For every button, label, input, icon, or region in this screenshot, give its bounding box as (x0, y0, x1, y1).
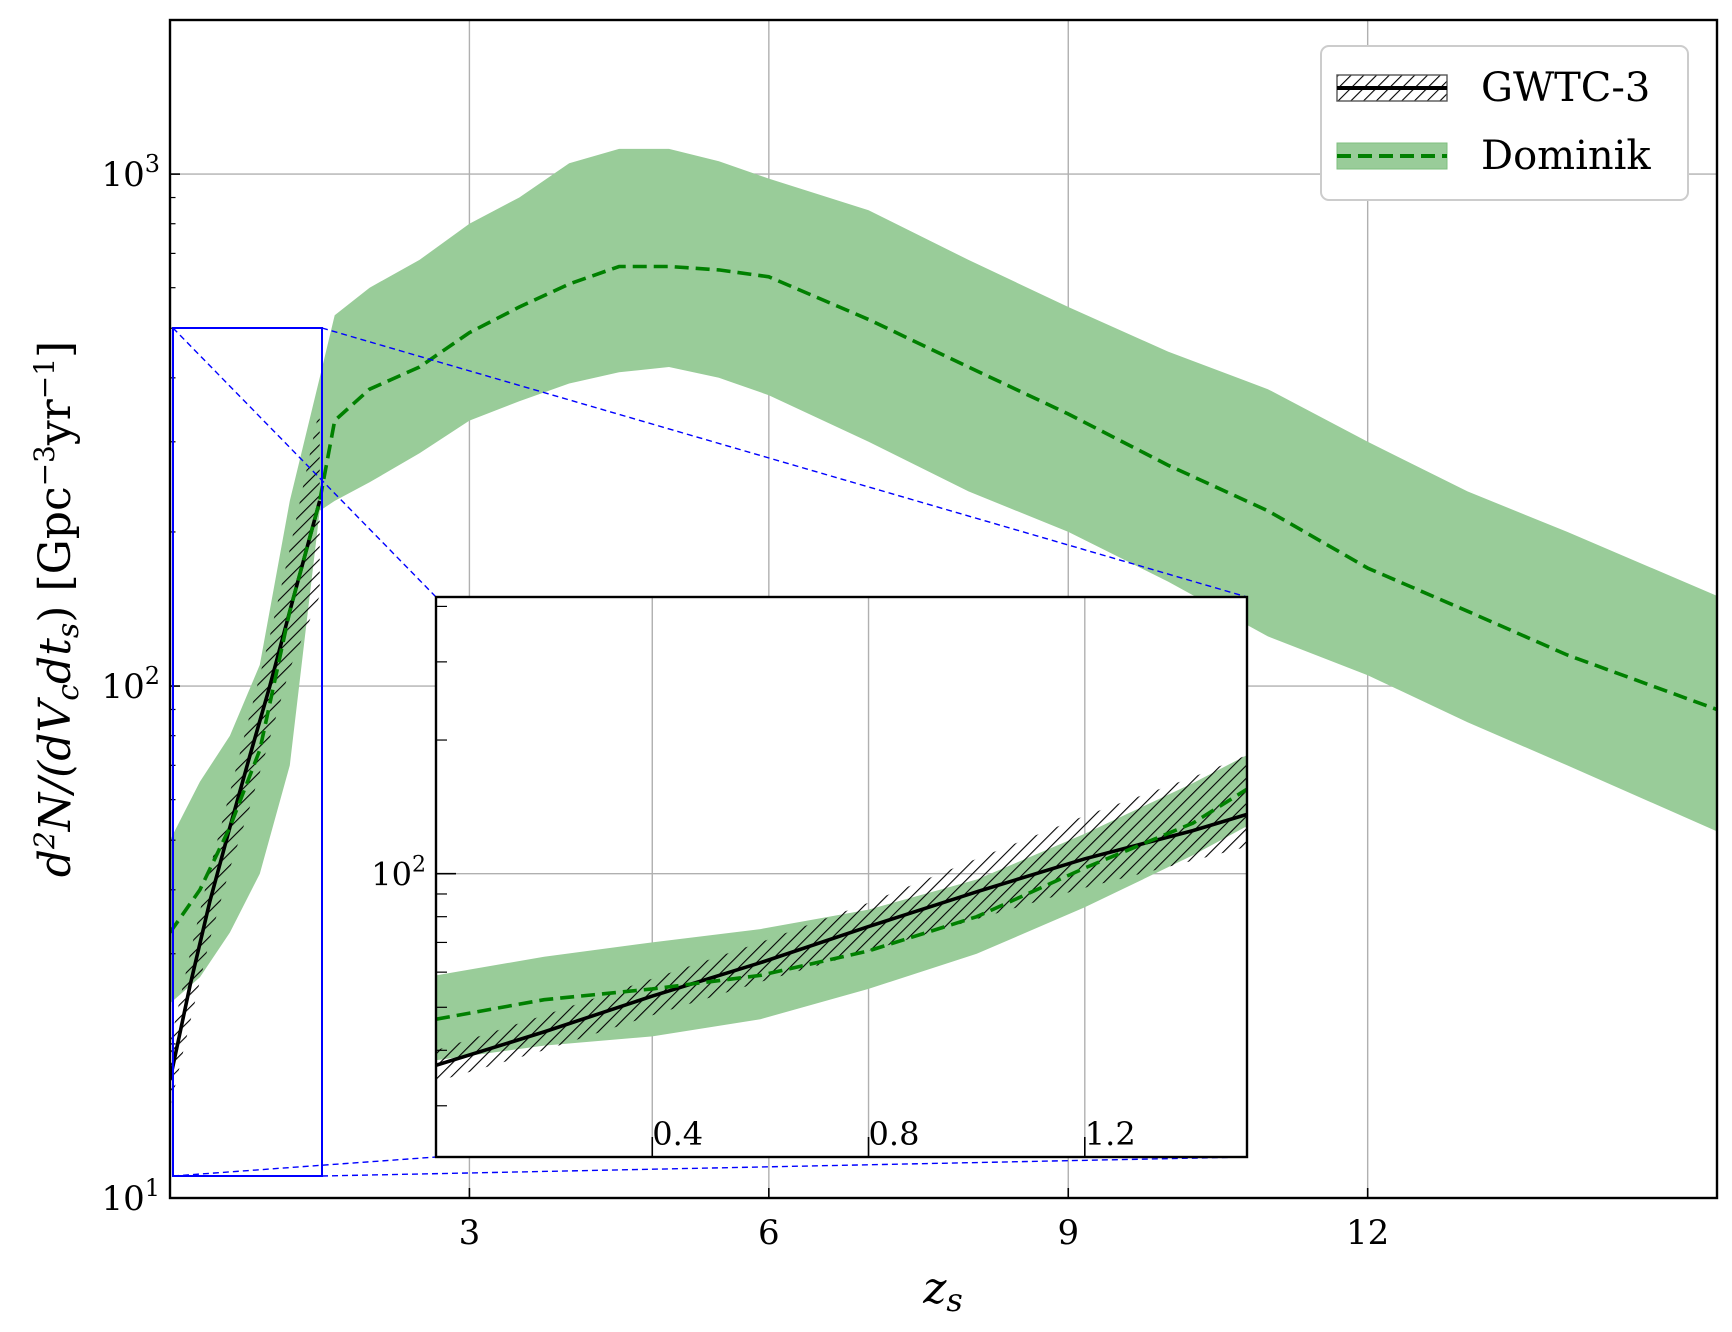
main-lines (170, 264, 1717, 1081)
x-tick-label: 9 (1057, 1213, 1079, 1253)
dominik-line (436, 787, 1247, 1021)
y-axis-label: d2N/(dVcdts) [Gpc−3yr−1] (28, 341, 86, 877)
zoom-connector-bottom (321, 1156, 1248, 1177)
x-tick-label: 6 (758, 1213, 780, 1253)
legend: GWTC-3 Dominik (1320, 45, 1689, 201)
y-tick-label: 102 (101, 662, 160, 707)
x-tick-label: 1.2 (1085, 1115, 1136, 1153)
y-tick-label: 103 (101, 150, 160, 195)
y-tick-label: 102 (371, 853, 426, 894)
inset-plot: 0.4 0.8 1.2 102 (371, 595, 1249, 1159)
inset-ticks: 0.4 0.8 1.2 102 (371, 605, 1136, 1157)
x-tick-label: 3 (459, 1213, 481, 1253)
legend-label-gwtc3: GWTC-3 (1481, 65, 1650, 111)
x-tick-label: 0.4 (652, 1115, 703, 1153)
gwtc3-line (170, 500, 322, 1081)
main-bands (170, 148, 1717, 1108)
main-plot-frame (168, 18, 1719, 1200)
legend-label-dominik: Dominik (1481, 133, 1651, 179)
x-tick-label: 12 (1346, 1213, 1389, 1253)
x-axis-label: zs (922, 1263, 963, 1319)
x-tick-label: 0.8 (869, 1115, 920, 1153)
zoom-connector-top (321, 327, 1248, 598)
zoom-connector-bottomleft (172, 1156, 437, 1177)
y-tick-label: 101 (101, 1174, 160, 1219)
zoom-connector-topleft (172, 327, 437, 598)
dominik-band (170, 148, 1717, 1004)
zoom-indicator (172, 327, 1248, 1177)
inset-frame (434, 595, 1249, 1159)
zoom-region-box (172, 327, 323, 1177)
main-ticks: 3 6 9 12 101 102 103 (101, 19, 1389, 1253)
gwtc3-band (170, 407, 320, 1108)
inset-lines (436, 787, 1247, 1068)
dominik-line (170, 264, 1717, 934)
